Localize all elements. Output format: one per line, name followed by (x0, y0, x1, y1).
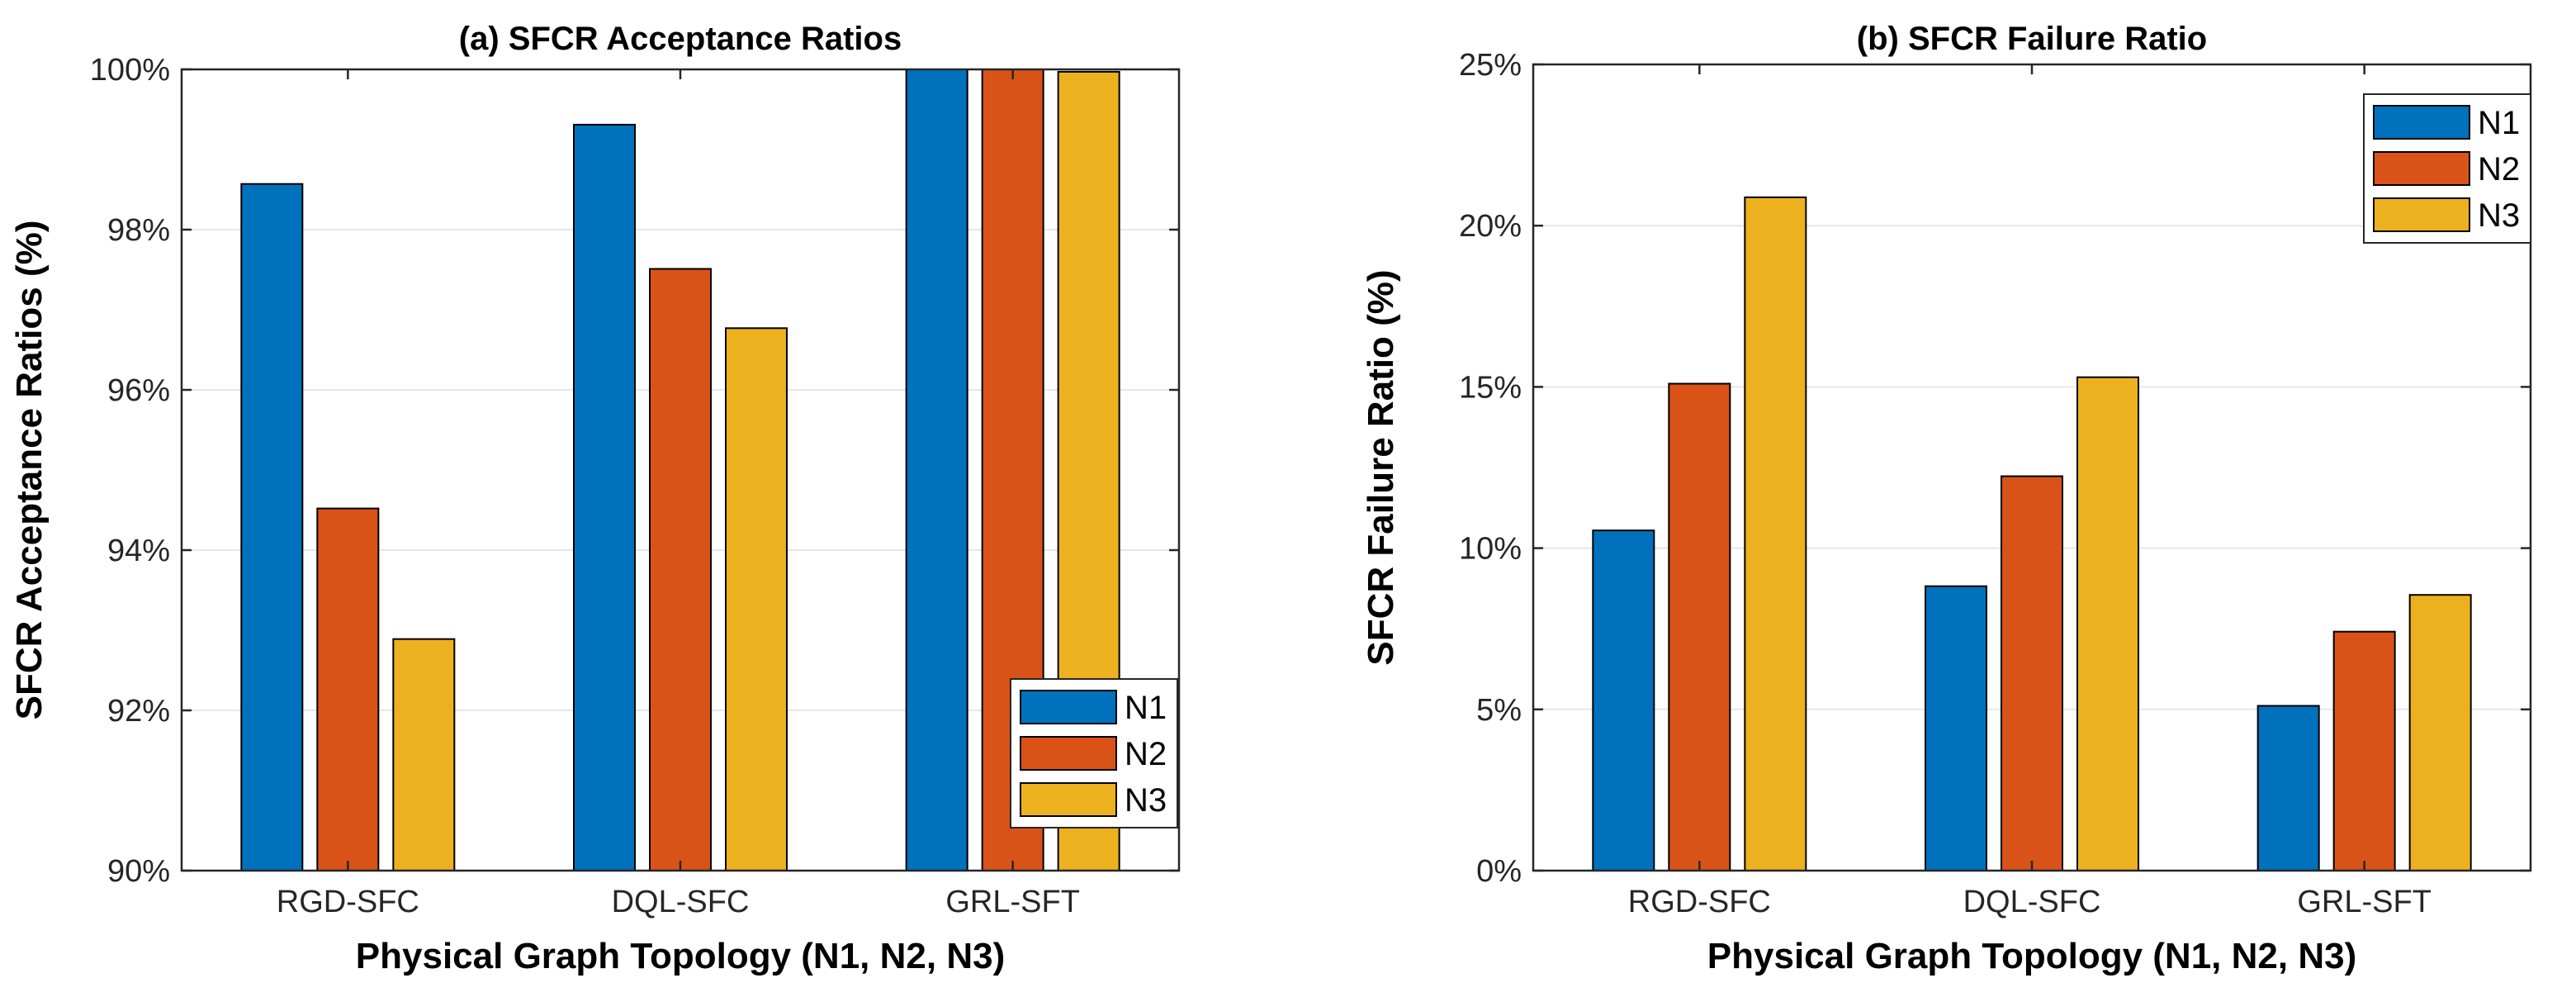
legend-label-n1: N1 (1125, 690, 1167, 726)
y-tick-label: 5% (1476, 693, 1522, 728)
chart-title: (a) SFCR Acceptance Ratios (459, 21, 902, 57)
bar-n2-rgd-sfc (1668, 382, 1731, 872)
bar-n1-dql-sfc (1925, 585, 1987, 871)
legend-swatch-n3 (2373, 197, 2470, 232)
legend-label-n1: N1 (2478, 105, 2520, 141)
x-axis-label: Physical Graph Topology (N1, N2, N3) (356, 936, 1005, 976)
x-tick-label: RGD-SFC (277, 885, 419, 919)
bar-n1-grl-sft (905, 69, 968, 871)
bar-n1-rgd-sfc (240, 183, 304, 871)
legend-label-n2: N2 (2478, 151, 2520, 188)
chart-title: (b) SFCR Failure Ratio (1857, 21, 2207, 57)
x-tick-label: DQL-SFC (612, 885, 750, 919)
x-tick-label: DQL-SFC (1963, 885, 2101, 919)
y-tick-label: 20% (1459, 209, 1522, 244)
y-axis-label: SFCR Failure Ratio (%) (1361, 269, 1401, 665)
legend-swatch-n1 (1020, 690, 1117, 724)
bar-n3-grl-sft (2408, 594, 2472, 871)
legend: N1 N2 N3 (1010, 678, 1178, 828)
y-tick-label: 90% (107, 854, 170, 889)
y-tick-label: 0% (1476, 854, 1522, 889)
y-axis-label: SFCR Acceptance Ratios (%) (9, 221, 50, 720)
bar-n3-dql-sfc (2076, 376, 2139, 871)
x-tick-label: GRL-SFT (945, 885, 1080, 919)
chart-panel-2: RGD-SFC DQL-SFC GRL-SFT 0% 5% 10% 15% 20% 25% (b)… (1361, 21, 2532, 976)
bar-n2-dql-sfc (649, 268, 712, 871)
bar-n1-rgd-sfc (1592, 529, 1655, 871)
y-tick-label: 96% (107, 373, 170, 408)
legend-swatch-n2 (1020, 736, 1117, 771)
x-tick-label: GRL-SFT (2297, 885, 2432, 919)
legend-swatch-n1 (2373, 105, 2470, 140)
bar-n3-rgd-sfc (1744, 196, 1807, 872)
bar-n3-dql-sfc (725, 327, 788, 871)
y-tick-label: 25% (1459, 48, 1522, 83)
y-tick-label: 10% (1459, 532, 1522, 567)
x-axis-label: Physical Graph Topology (N1, N2, N3) (1707, 936, 2356, 976)
bar-n3-rgd-sfc (392, 638, 456, 871)
y-tick-label: 92% (107, 694, 170, 729)
axes-frame (180, 68, 1181, 872)
legend-swatch-n3 (1020, 782, 1117, 817)
bar-n2-grl-sft (2332, 630, 2396, 872)
y-tick-label: 15% (1459, 370, 1522, 405)
bar-n1-dql-sfc (573, 123, 636, 871)
legend: N1 N2 N3 (2363, 93, 2531, 244)
bar-n1-grl-sft (2256, 705, 2320, 872)
chart-panel-1: RGD-SFC DQL-SFC GRL-SFT 90% 92% 94% 96% 98% 100%… (9, 21, 1181, 976)
y-tick-label: 100% (90, 53, 170, 88)
x-tick-label: RGD-SFC (1628, 885, 1771, 919)
bar-n2-rgd-sfc (316, 507, 380, 871)
axes-frame (1532, 63, 2532, 872)
legend-swatch-n2 (2373, 151, 2470, 186)
y-tick-label: 98% (107, 213, 170, 248)
legend-label-n3: N3 (1125, 782, 1167, 819)
bar-n2-dql-sfc (2001, 475, 2063, 871)
legend-label-n3: N3 (2478, 197, 2520, 234)
legend-label-n2: N2 (1125, 736, 1167, 772)
y-tick-label: 94% (107, 534, 170, 568)
